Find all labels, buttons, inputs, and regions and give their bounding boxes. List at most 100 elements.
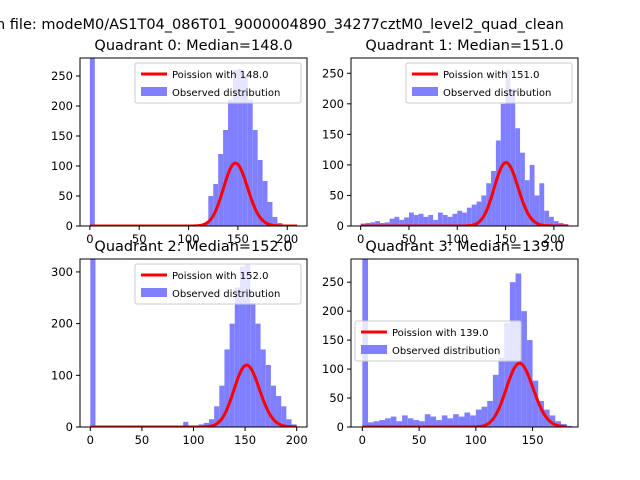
x-tick-label: 100 — [465, 433, 487, 447]
subplot-q0: 0 50 100 150 200 0 50 100 150 200 250 Quadrant 0: M… — [51, 38, 308, 246]
legend-hist-label: Observed distribution — [443, 88, 551, 99]
histogram-bar — [471, 204, 477, 226]
legend-hist-label: Observed distribution — [172, 289, 280, 300]
y-tick-label: 200 — [51, 317, 73, 331]
y-tick-label: 0 — [66, 219, 73, 233]
histogram-bar — [408, 212, 414, 226]
histogram-bar — [365, 222, 371, 226]
axes-frame — [79, 57, 308, 227]
y-tick-label: 100 — [322, 362, 344, 376]
histogram-bar — [504, 322, 510, 427]
histogram-bar — [458, 416, 465, 427]
x-tick-label: 150 — [495, 232, 517, 246]
histogram-bar — [234, 287, 240, 427]
histogram-bar — [257, 160, 263, 226]
histogram-bar — [250, 302, 256, 427]
histogram-bar — [442, 215, 448, 226]
histogram-bar — [532, 380, 539, 427]
histogram-bar — [481, 195, 487, 226]
axes-frame — [350, 258, 579, 428]
x-tick-label: 50 — [132, 232, 147, 246]
histogram-bar — [457, 210, 463, 226]
histogram-bar — [385, 418, 391, 427]
x-tick-label: 100 — [178, 232, 200, 246]
legend-hist-swatch — [412, 87, 438, 96]
histogram-bar — [272, 217, 278, 226]
y-tick-label: 250 — [51, 69, 73, 83]
histogram-bar — [524, 180, 530, 226]
legend-hist-label: Observed distribution — [172, 88, 280, 99]
y-tick-label: 150 — [51, 129, 73, 143]
histogram-bar — [475, 409, 482, 427]
histogram-bar — [239, 266, 246, 427]
histogram-bar — [553, 221, 559, 226]
histogram-bar — [252, 130, 258, 226]
histogram-bar — [436, 420, 442, 427]
legend-hist-swatch — [361, 345, 387, 354]
axes-frame — [350, 57, 579, 227]
histogram-bar — [413, 420, 420, 427]
poisson-curve — [361, 361, 568, 427]
subplot-q3: 0 50 100 150 0 50 100 150 200 250 Quadrant 3: Medi… — [322, 239, 579, 447]
y-tick-label: 50 — [329, 391, 344, 405]
histogram-bar — [228, 100, 233, 226]
x-tick-label: 100 — [183, 433, 205, 447]
histogram-bar — [375, 221, 380, 226]
poisson-curve — [89, 363, 298, 427]
histogram-bar — [544, 210, 550, 226]
histogram-bar — [462, 212, 467, 226]
y-tick-label: 50 — [58, 189, 73, 203]
histogram-bar — [281, 406, 287, 427]
subplot-title: Quadrant 2: Median=152.0 — [94, 239, 292, 255]
histogram-bar — [270, 385, 277, 427]
histogram-bar — [464, 412, 471, 427]
histogram-bar — [214, 406, 220, 427]
x-tick-label: 200 — [276, 232, 298, 246]
histogram-bar — [407, 418, 414, 427]
histogram-bar — [370, 222, 376, 226]
histogram-bars — [90, 259, 297, 427]
histogram-bar — [549, 415, 556, 427]
histogram-bar — [428, 215, 434, 226]
x-tick-label: 0 — [86, 232, 93, 246]
legend-line-label: Poission with 151.0 — [443, 70, 539, 81]
subplot-title: Quadrant 0: Median=148.0 — [94, 38, 292, 54]
y-tick-label: 50 — [329, 188, 344, 202]
histogram-bar — [534, 195, 540, 226]
x-tick-label: 150 — [234, 433, 256, 447]
histogram-bar — [498, 357, 505, 427]
y-tick-label: 250 — [322, 66, 344, 80]
histogram-bar — [208, 419, 215, 427]
legend-line-label: Poission with 148.0 — [172, 70, 268, 81]
y-tick-label: 100 — [322, 158, 344, 172]
histogram-bar — [437, 212, 443, 226]
histogram-bar — [245, 264, 251, 427]
histogram-bar — [389, 218, 395, 226]
histogram-bar — [90, 259, 96, 427]
histogram-bar — [402, 415, 408, 427]
histogram-bar — [453, 414, 459, 427]
y-tick-label: 300 — [51, 265, 73, 279]
subplot-q1: 0 50 100 150 200 0 50 100 150 200 250 Quadrant 1: M… — [322, 38, 579, 246]
histogram-bar — [262, 181, 268, 226]
histogram-bar — [510, 88, 516, 226]
histogram-bar — [423, 216, 429, 226]
histogram-bar — [447, 216, 453, 226]
histogram-bar — [441, 415, 448, 427]
histogram-bar — [390, 416, 397, 427]
histogram-bar — [481, 406, 488, 427]
histogram-bar — [470, 415, 476, 427]
histogram-bar — [505, 70, 511, 226]
histogram-bar — [368, 422, 374, 427]
legend: Poission with 139.0 Observed distribution — [354, 320, 522, 362]
histogram-bar — [260, 349, 266, 427]
subplot-title: Quadrant 3: Median=139.0 — [365, 239, 563, 255]
histogram-bar — [558, 222, 564, 226]
histogram-bar — [237, 68, 243, 226]
histogram-bar — [276, 395, 282, 427]
histogram-bar — [476, 201, 482, 226]
y-tick-label: 150 — [322, 127, 344, 141]
legend-box — [134, 62, 302, 104]
legend-line-label: Poission with 139.0 — [392, 328, 488, 339]
histogram-bar — [399, 219, 405, 226]
